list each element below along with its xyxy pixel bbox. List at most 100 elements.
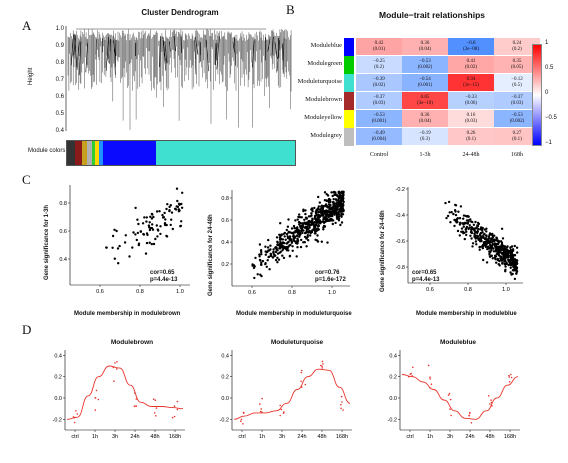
data-point <box>134 233 137 236</box>
data-point <box>304 383 307 386</box>
data-point <box>324 220 327 223</box>
data-point <box>94 409 97 411</box>
data-point <box>291 245 294 248</box>
data-point <box>476 224 480 228</box>
data-point <box>511 253 514 256</box>
data-point <box>465 227 468 230</box>
heatmap-row-label: Moduleblue <box>310 42 342 49</box>
data-point <box>507 256 510 259</box>
data-point <box>511 257 514 260</box>
cell-pvalue: (0.04) <box>418 118 432 124</box>
data-point <box>483 232 486 236</box>
heatmap-row-label: Modulegrey <box>310 132 342 139</box>
data-point <box>457 210 460 213</box>
data-point <box>509 246 512 249</box>
cell-correlation: 0.36 <box>420 112 430 118</box>
y-tick-label: 0.2 <box>221 375 229 381</box>
data-point <box>307 215 311 218</box>
x-tick-label: 48h <box>317 434 326 440</box>
line2-title: Moduleblue <box>439 339 477 346</box>
legend-tick: −1 <box>545 140 552 146</box>
data-point <box>330 191 333 194</box>
data-point <box>282 256 286 260</box>
trend-line <box>233 368 351 420</box>
scatter-plot-blue: -0.2 -0.4 -0.6 -0.8 0.6 0.8 1.0 <box>396 187 523 293</box>
data-point <box>300 380 302 383</box>
data-point <box>258 255 261 258</box>
cell-correlation: −0.12 <box>511 76 523 82</box>
data-point <box>176 400 179 403</box>
data-point <box>478 234 482 237</box>
cell-correlation: −0.37 <box>373 94 385 100</box>
data-point <box>335 203 338 206</box>
cell-pvalue: (0.1) <box>512 136 522 142</box>
heatmap-cell: 0.16 (0.03) <box>448 110 494 127</box>
cell-correlation: −0.19 <box>419 130 431 136</box>
data-point <box>279 222 282 225</box>
data-point <box>171 227 174 231</box>
legend-tick: 0 <box>545 90 549 96</box>
x-tick-label: 1h <box>92 434 98 440</box>
data-point <box>338 201 341 205</box>
data-point <box>72 416 75 418</box>
data-point <box>272 248 275 251</box>
data-point <box>291 249 294 252</box>
data-point <box>95 389 98 392</box>
data-point <box>322 228 325 231</box>
x-tick-label: 1h <box>259 434 265 440</box>
data-point <box>145 220 148 223</box>
data-point <box>490 401 493 404</box>
heatmap-row-label: Moduleyellow <box>304 114 342 121</box>
data-point <box>73 421 76 424</box>
heatmap-cell: −0.33 (0.06) <box>448 92 494 109</box>
data-point <box>155 407 158 409</box>
data-point <box>280 408 283 411</box>
data-point <box>453 224 456 228</box>
data-point <box>505 261 508 265</box>
data-point <box>429 387 431 389</box>
module-color-segment <box>74 141 82 165</box>
cell-pvalue: (2e−08) <box>463 46 479 52</box>
data-point <box>342 409 344 411</box>
p-value: p=4.4e-13 <box>150 277 178 283</box>
data-point <box>444 201 447 205</box>
data-point <box>276 261 279 264</box>
data-point <box>474 220 477 224</box>
data-point <box>335 199 338 202</box>
cell-correlation: 0.85 <box>420 94 430 100</box>
data-point <box>150 242 153 246</box>
data-point <box>168 209 171 213</box>
data-point <box>448 211 451 214</box>
module-color-segment <box>87 141 93 165</box>
p-value: p=4.4e-13 <box>412 277 440 283</box>
data-point <box>151 223 154 226</box>
data-point <box>482 258 485 262</box>
data-point <box>296 218 299 221</box>
heatmap-cell: 0.27 (0.1) <box>494 128 540 145</box>
data-point <box>278 247 281 250</box>
data-point <box>161 213 164 217</box>
data-point <box>134 405 136 407</box>
scatter2-xlabel: Module membership in moduleblue <box>416 311 517 317</box>
data-point <box>497 241 500 244</box>
cell-pvalue: (0.2) <box>374 64 384 70</box>
data-point <box>316 208 319 212</box>
data-point <box>254 256 257 260</box>
data-point <box>284 246 287 249</box>
data-point <box>258 243 262 246</box>
data-point <box>508 251 511 254</box>
data-point <box>297 220 301 224</box>
data-point <box>307 231 310 234</box>
data-point <box>332 205 335 208</box>
data-point <box>272 251 275 255</box>
data-point <box>168 205 171 209</box>
data-point <box>118 244 121 248</box>
data-point <box>465 230 468 233</box>
heatmap-row-label: Modulebrown <box>305 96 342 103</box>
data-point <box>135 405 138 407</box>
data-point <box>495 239 498 242</box>
data-point <box>300 238 303 242</box>
data-point <box>293 240 296 243</box>
y-tick-label: 0.8 <box>59 201 67 207</box>
data-point <box>331 222 334 226</box>
